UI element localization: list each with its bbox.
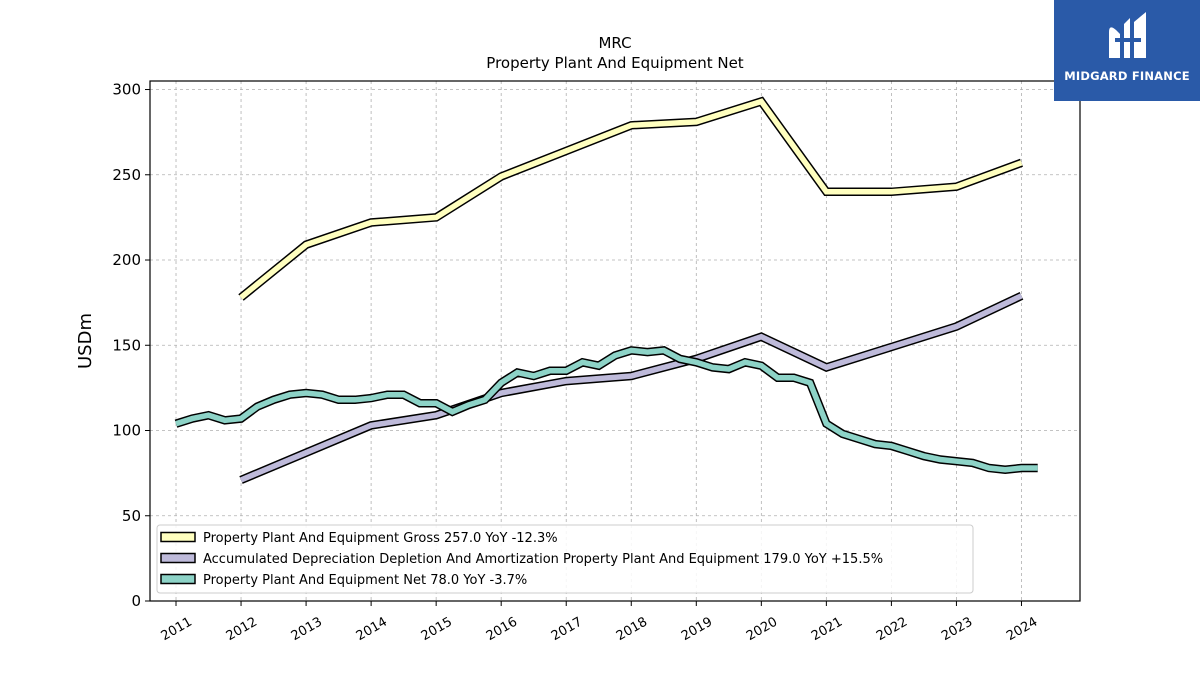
y-tick-label: 250 xyxy=(112,166,141,184)
brand-logo: MIDGARD FINANCE xyxy=(1054,0,1200,101)
y-tick-label: 300 xyxy=(112,81,141,99)
grid xyxy=(150,81,1080,602)
legend-label-1: Accumulated Depreciation Depletion And A… xyxy=(203,552,883,567)
y-tick-label: 200 xyxy=(112,251,141,269)
x-tick-label: 2021 xyxy=(809,615,845,645)
legend-swatch-2 xyxy=(160,573,196,585)
y-axis-ticks: 0 50 100 150 200 250 300 xyxy=(112,81,150,610)
x-tick-label: 2015 xyxy=(419,615,455,645)
legend: Property Plant And Equipment Gross 257.0… xyxy=(156,524,974,594)
x-tick-label: 2023 xyxy=(939,615,975,645)
brand-mark-icon xyxy=(1109,12,1146,58)
x-axis-ticks: 2011 2012 2013 2014 2015 2016 2017 2018 2019 2020… xyxy=(159,601,1040,645)
series-0-line xyxy=(239,98,1023,300)
legend-label-0: Property Plant And Equipment Gross 257.0… xyxy=(203,531,558,546)
x-tick-label: 2019 xyxy=(679,615,715,645)
legend-label-2: Property Plant And Equipment Net 78.0 Yo… xyxy=(203,573,527,588)
x-tick-label: 2017 xyxy=(549,615,585,645)
chart-subtitle: Property Plant And Equipment Net xyxy=(486,54,743,72)
legend-swatch-0 xyxy=(160,531,196,543)
y-axis-label: USDm xyxy=(75,313,96,369)
legend-box xyxy=(156,524,974,594)
x-tick-label: 2020 xyxy=(744,615,780,645)
brand-name: MIDGARD FINANCE xyxy=(1064,69,1190,83)
y-tick-label: 100 xyxy=(112,422,141,440)
series-2-line xyxy=(175,347,1038,473)
x-tick-label: 2013 xyxy=(289,615,325,645)
x-tick-label: 2016 xyxy=(484,615,520,645)
series-lines xyxy=(174,96,1038,484)
y-tick-label: 50 xyxy=(122,507,141,525)
plot-area-frame xyxy=(149,80,1081,602)
x-tick-label: 2022 xyxy=(874,615,910,645)
legend-swatch-1 xyxy=(160,552,196,564)
x-tick-label: 2012 xyxy=(224,615,260,645)
x-tick-label: 2014 xyxy=(354,615,390,645)
x-tick-label: 2024 xyxy=(1004,615,1040,645)
x-tick-label: 2018 xyxy=(614,615,650,645)
y-tick-label: 0 xyxy=(131,592,141,610)
chart-title: MRC xyxy=(598,34,631,52)
x-tick-label: 2011 xyxy=(159,615,195,645)
series-1-line xyxy=(239,293,1023,483)
y-tick-label: 150 xyxy=(112,336,141,354)
